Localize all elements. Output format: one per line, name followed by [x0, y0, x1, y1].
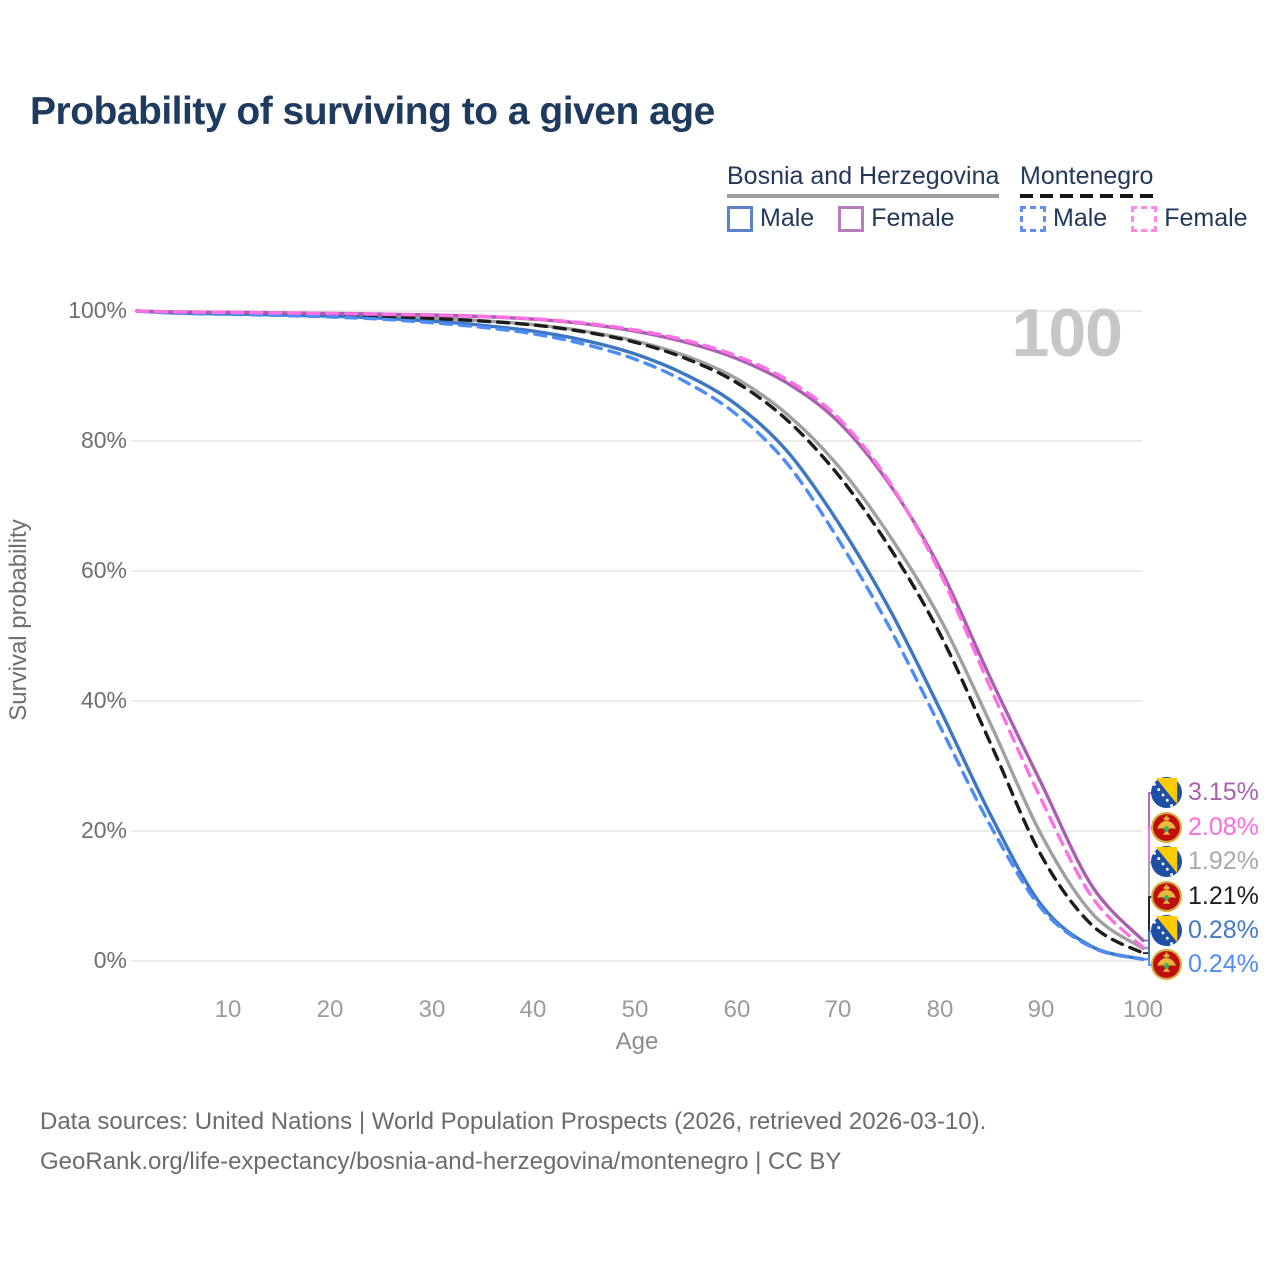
- x-tick-60: 60: [723, 996, 751, 1023]
- x-tick-50: 50: [621, 996, 649, 1023]
- x-tick-70: 70: [824, 996, 852, 1023]
- legend-item-montenegro-male[interactable]: Male: [1020, 204, 1107, 233]
- legend-montenegro-line-sample: [1020, 194, 1154, 198]
- legend-group-montenegro-label: Montenegro: [1020, 162, 1154, 190]
- montenegro-male-swatch-icon: [1020, 205, 1046, 232]
- end-label-bosnia-male: 0.28%: [1151, 915, 1259, 946]
- x-tick-100: 100: [1122, 996, 1164, 1023]
- curve-bih_male: [135, 309, 1145, 961]
- y-tick-0: 0%: [93, 947, 127, 973]
- y-tick-40: 40%: [80, 687, 127, 713]
- end-value: 0.28%: [1188, 916, 1259, 944]
- montenegro-flag-icon: [1151, 881, 1182, 912]
- end-value: 2.08%: [1188, 813, 1259, 841]
- page-title: Probability of surviving to a given age: [30, 90, 715, 133]
- y-tick-20: 20%: [80, 817, 127, 843]
- end-value: 3.15%: [1188, 778, 1259, 806]
- legend-group-bosnia-label: Bosnia and Herzegovina: [727, 162, 1000, 190]
- gridlines: [131, 310, 1142, 962]
- x-tick-90: 90: [1027, 996, 1055, 1023]
- x-tick-20: 20: [316, 996, 344, 1023]
- end-value: 0.24%: [1188, 950, 1259, 978]
- legend-label: Female: [1164, 204, 1248, 232]
- legend-item-bosnia-male[interactable]: Male: [727, 204, 814, 233]
- legend-row-bosnia: Male Female: [727, 204, 955, 233]
- curve-mne_male: [135, 309, 1145, 962]
- legend-item-montenegro-female[interactable]: Female: [1131, 204, 1248, 233]
- legend-label: Male: [1053, 204, 1108, 232]
- end-label-connectors: [1143, 792, 1153, 966]
- bosnia-male-swatch-icon: [727, 205, 753, 232]
- connector-mne_male: [1143, 958, 1153, 966]
- y-axis-title: Survival probability: [5, 519, 32, 721]
- x-tick-80: 80: [926, 996, 954, 1023]
- legend-item-bosnia-female[interactable]: Female: [838, 204, 955, 233]
- end-label-bosnia-total: 1.92%: [1151, 846, 1259, 877]
- curve-bih_female: [135, 309, 1145, 943]
- montenegro-female-swatch-icon: [1131, 205, 1158, 232]
- x-axis-title: Age: [615, 1028, 659, 1055]
- x-tick-40: 40: [519, 996, 547, 1023]
- end-label-montenegro-male: 0.24%: [1151, 949, 1259, 980]
- bosnia-and-herzegovina-flag-icon: [1151, 846, 1182, 877]
- footer-data-sources: Data sources: United Nations | World Pop…: [40, 1108, 987, 1135]
- bosnia-and-herzegovina-flag-icon: [1151, 915, 1182, 946]
- y-tick-80: 80%: [80, 427, 127, 453]
- legend-label: Male: [760, 204, 815, 232]
- y-tick-60: 60%: [80, 557, 127, 583]
- bosnia-female-swatch-icon: [838, 205, 865, 232]
- x-tick-30: 30: [418, 996, 446, 1023]
- end-value: 1.21%: [1188, 882, 1259, 910]
- y-tick-100: 100%: [68, 297, 127, 323]
- legend-group-bosnia: Bosnia and Herzegovina: [727, 162, 1000, 198]
- curve-bih_total: [135, 309, 1145, 951]
- end-value: 1.92%: [1188, 847, 1259, 875]
- end-label-montenegro-female: 2.08%: [1151, 812, 1259, 843]
- legend-label: Female: [871, 204, 955, 232]
- legend-row-montenegro: Male Female: [1020, 204, 1248, 233]
- footer-attribution: GeoRank.org/life-expectancy/bosnia-and-h…: [40, 1148, 842, 1175]
- curve-mne_female: [135, 309, 1145, 950]
- x-tick-10: 10: [214, 996, 242, 1023]
- end-label-montenegro-total: 1.21%: [1151, 881, 1259, 912]
- survival-curves: [135, 309, 1145, 962]
- curve-mne_total: [135, 309, 1145, 955]
- legend-bosnia-line-sample: [727, 194, 1000, 198]
- end-label-bosnia-female: 3.15%: [1151, 777, 1259, 808]
- age-counter-watermark: 100: [1011, 295, 1123, 371]
- bosnia-and-herzegovina-flag-icon: [1151, 777, 1182, 808]
- legend-group-montenegro: Montenegro: [1020, 162, 1154, 198]
- connector-mne_total: [1143, 896, 1153, 954]
- montenegro-flag-icon: [1151, 949, 1182, 980]
- montenegro-flag-icon: [1151, 812, 1182, 843]
